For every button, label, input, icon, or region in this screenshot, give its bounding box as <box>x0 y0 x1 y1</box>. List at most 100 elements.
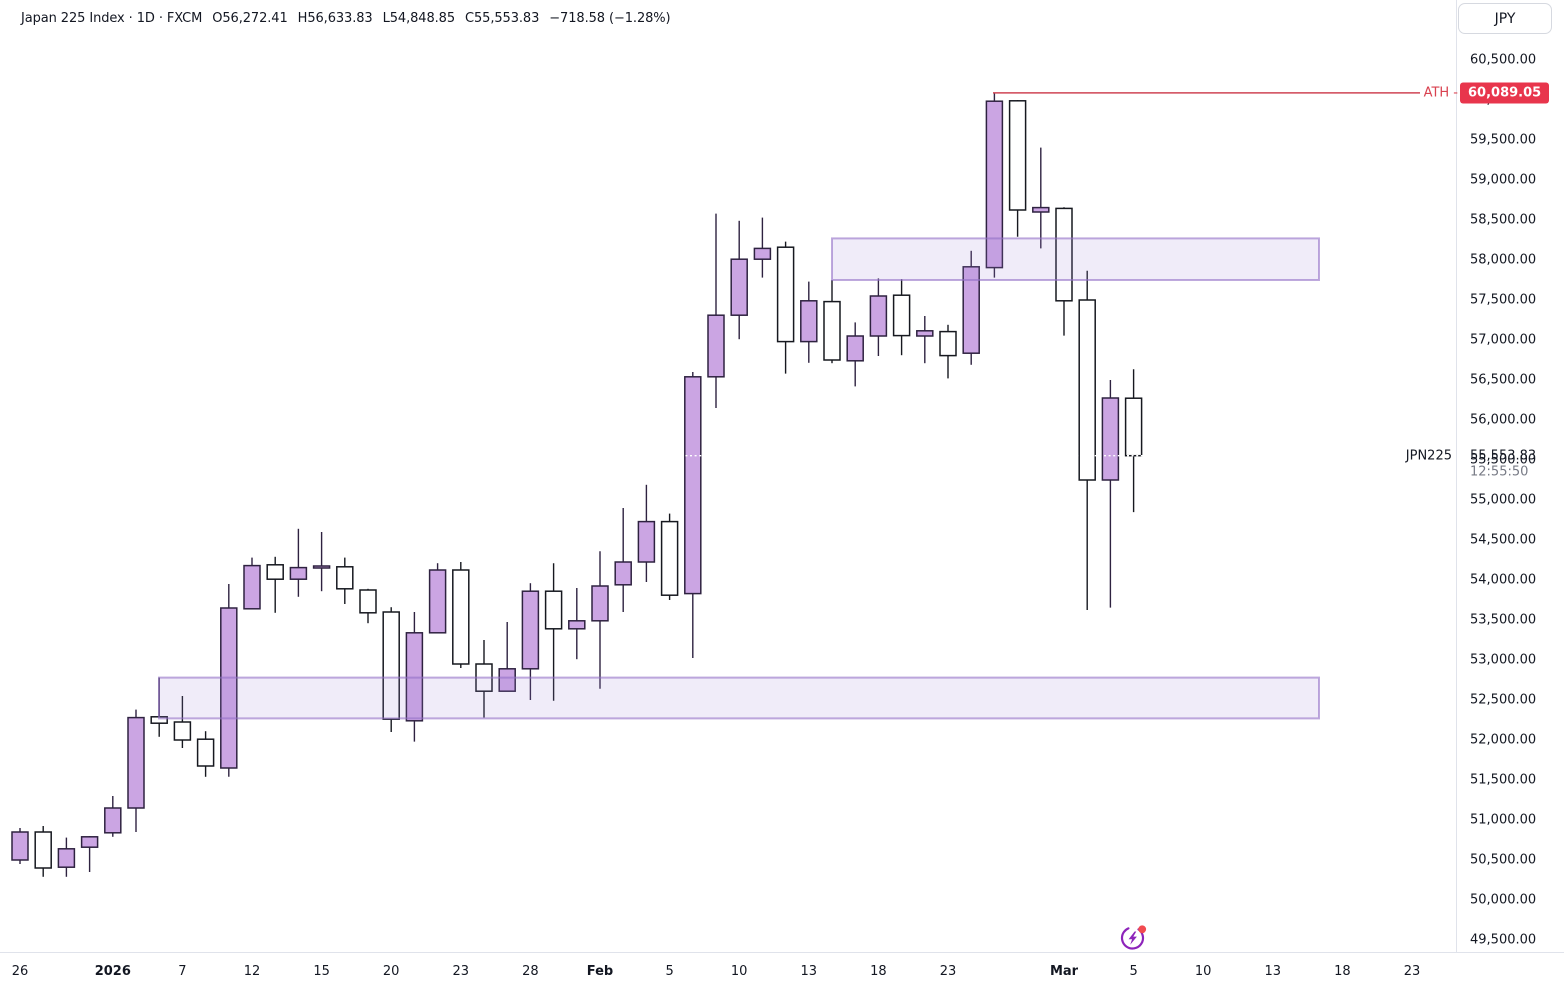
candle-body[interactable] <box>800 300 818 343</box>
candle-body[interactable] <box>196 738 215 767</box>
candle-body[interactable] <box>289 566 308 580</box>
candle-body[interactable] <box>498 668 516 692</box>
candle-body[interactable] <box>57 848 76 868</box>
candle-body[interactable] <box>776 246 795 343</box>
candle-body[interactable] <box>730 258 748 316</box>
candle-body[interactable] <box>11 831 29 861</box>
price-tick-label: 59,500.00 <box>1470 132 1537 148</box>
candle-body[interactable] <box>80 836 99 848</box>
currency-button[interactable]: JPY <box>1458 3 1552 34</box>
candle-body[interactable] <box>34 831 52 869</box>
time-tick-label: 5 <box>665 964 674 979</box>
time-tick-label: 10 <box>1194 964 1212 979</box>
candle-body[interactable] <box>568 620 586 630</box>
candle-body[interactable] <box>614 561 632 586</box>
flash-icon[interactable] <box>1117 921 1149 953</box>
lightning-bolt-icon <box>1128 931 1137 945</box>
price-tick-label: 50,500.00 <box>1470 852 1537 868</box>
time-tick-label: 15 <box>313 964 330 979</box>
candle-body[interactable] <box>1078 299 1096 481</box>
ath-label: ATH - <box>1423 85 1458 101</box>
upper-supply-zone[interactable] <box>831 237 1320 281</box>
price-tick-label: 52,500.00 <box>1470 692 1537 708</box>
candle-body[interactable] <box>452 569 470 665</box>
price-axis-separator <box>1456 0 1457 953</box>
time-tick-label: 10 <box>730 964 748 979</box>
candle-body[interactable] <box>637 520 656 563</box>
symbol-title[interactable]: Japan 225 Index · 1D · FXCM <box>21 11 203 26</box>
time-tick-label: 23 <box>452 964 470 979</box>
candle-body[interactable] <box>266 564 284 580</box>
time-tick-label: Feb <box>586 964 614 979</box>
price-tick-label: 58,000.00 <box>1470 252 1537 268</box>
currency-label: JPY <box>1494 10 1516 27</box>
candle-body[interactable] <box>544 590 563 630</box>
candle-body[interactable] <box>869 295 888 337</box>
time-tick-label: 23 <box>939 964 957 979</box>
candle-body[interactable] <box>707 314 725 378</box>
candle-body[interactable] <box>962 266 980 354</box>
price-tick-label: 52,000.00 <box>1470 732 1537 748</box>
candle-body[interactable] <box>1124 397 1143 457</box>
time-tick-label: 28 <box>522 964 539 979</box>
ohlc-high: H 56,633.83 <box>297 11 373 26</box>
notification-dot <box>1138 925 1147 934</box>
candle-body[interactable] <box>1008 100 1027 211</box>
price-tick-label: 49,500.00 <box>1470 932 1537 948</box>
price-tick-label: 58,500.00 <box>1470 212 1537 228</box>
candle-body[interactable] <box>939 330 957 357</box>
price-tick-label: 56,000.00 <box>1470 412 1537 428</box>
time-tick-label: 20 <box>382 964 400 979</box>
candle-body[interactable] <box>591 585 609 622</box>
bar-countdown: 12:55:50 <box>1470 464 1529 480</box>
candle-body[interactable] <box>684 376 702 595</box>
ohlc-low: L 54,848.85 <box>382 11 456 26</box>
price-tick-label: 51,500.00 <box>1470 772 1537 788</box>
time-tick-label: 26 <box>11 964 29 979</box>
candle-body[interactable] <box>916 330 934 337</box>
candle-body[interactable] <box>660 520 679 596</box>
candle-body[interactable] <box>243 564 261 610</box>
price-tick-label: 50,000.00 <box>1470 892 1537 908</box>
candle-body[interactable] <box>892 294 911 337</box>
candle-body[interactable] <box>985 100 1004 269</box>
candle-body[interactable] <box>1055 207 1073 302</box>
candle-body[interactable] <box>220 607 238 769</box>
price-tick-label: 54,500.00 <box>1470 532 1537 548</box>
candle-body[interactable] <box>1032 206 1050 213</box>
price-tick-label: 51,000.00 <box>1470 812 1537 828</box>
last-price-symbol: JPN225 <box>1405 448 1452 464</box>
time-tick-label: 2026 <box>94 964 131 979</box>
price-tick-label: 59,000.00 <box>1470 172 1537 188</box>
symbol-legend[interactable]: Japan 225 Index · 1D · FXCM O 56,272.41 H… <box>21 11 671 26</box>
time-tick-label: 12 <box>243 964 261 979</box>
candle-body[interactable] <box>359 589 377 614</box>
ohlc-close: C 55,553.83 <box>465 11 540 26</box>
time-tick-label: 18 <box>870 964 887 979</box>
candle-body[interactable] <box>312 565 331 569</box>
lower-demand-zone[interactable] <box>158 676 1320 720</box>
time-tick-label: 23 <box>1403 964 1421 979</box>
last-price-value: 55,553.83 <box>1470 448 1537 464</box>
price-tick-label: 57,000.00 <box>1470 332 1537 348</box>
time-axis-separator <box>0 952 1564 953</box>
candle-body[interactable] <box>336 566 354 590</box>
candle-body[interactable] <box>521 590 540 670</box>
candle-body[interactable] <box>1101 397 1120 481</box>
candle-body[interactable] <box>127 716 145 809</box>
change-value: −718.58 (−1.28%) <box>549 11 671 26</box>
price-tick-label: 55,000.00 <box>1470 492 1537 508</box>
candle-body[interactable] <box>104 807 122 834</box>
time-tick-label: 13 <box>800 964 818 979</box>
time-tick-label: 18 <box>1334 964 1351 979</box>
price-tick-label: 56,500.00 <box>1470 372 1537 388</box>
candle-body[interactable] <box>428 569 447 634</box>
candle-body[interactable] <box>823 300 841 361</box>
candle-body[interactable] <box>173 721 192 741</box>
candle-body[interactable] <box>753 247 772 260</box>
candle-body[interactable] <box>846 335 864 362</box>
price-tick-label: 53,000.00 <box>1470 652 1537 668</box>
price-tick-label: 54,000.00 <box>1470 572 1537 588</box>
